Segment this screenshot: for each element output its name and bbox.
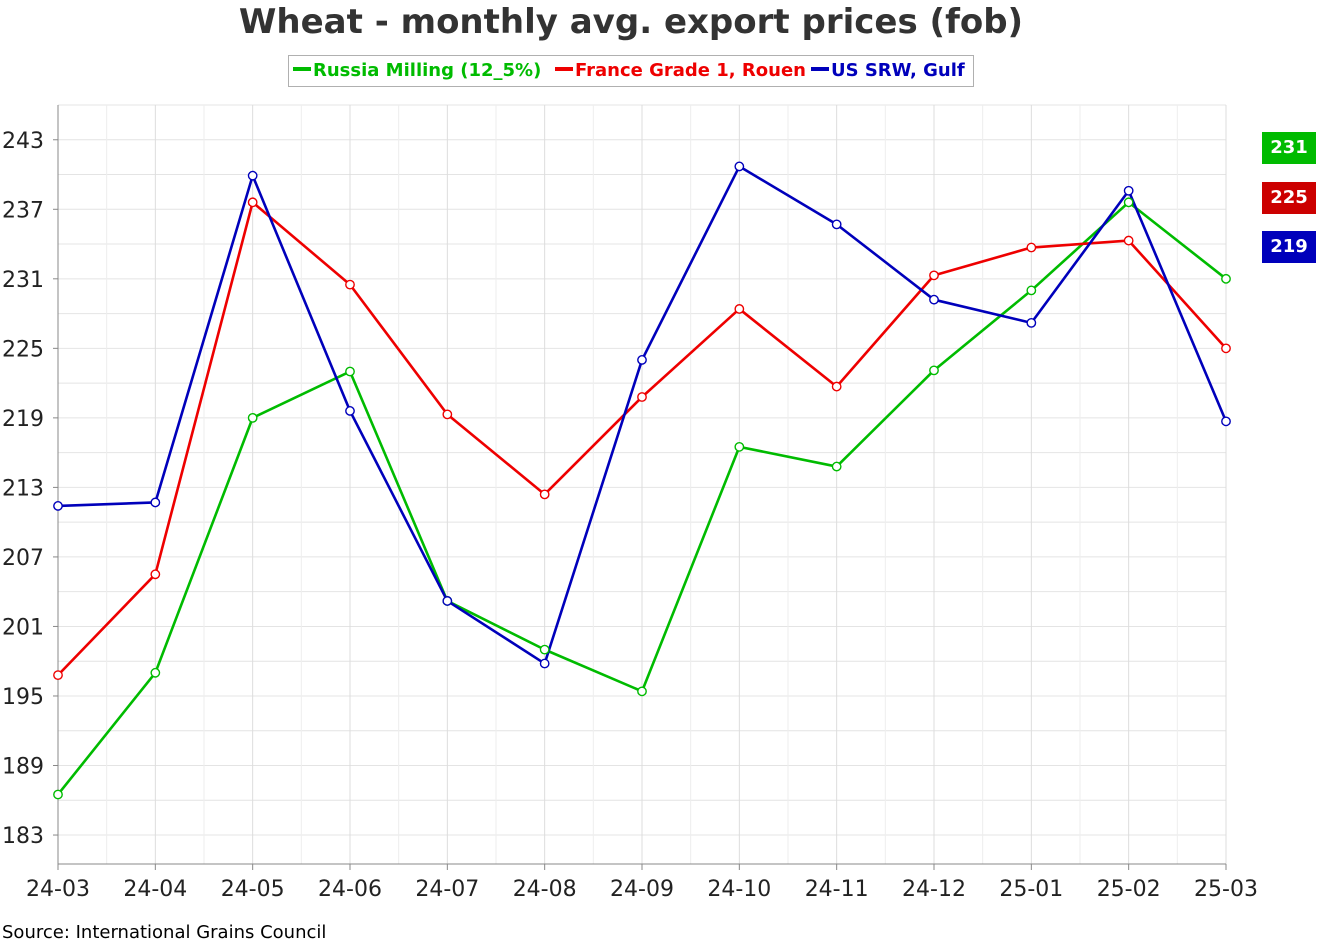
data-point-france bbox=[831, 381, 842, 392]
legend-label-russia: Russia Milling (12_5%) bbox=[313, 60, 542, 81]
data-point-france bbox=[1221, 343, 1231, 354]
data-point-france bbox=[345, 279, 355, 290]
data-point-russia bbox=[53, 789, 63, 800]
data-point-us bbox=[345, 406, 355, 416]
data-point-us bbox=[150, 497, 161, 508]
data-point-france bbox=[734, 304, 745, 314]
legend-label-france: France Grade 1, Rouen bbox=[575, 60, 806, 81]
data-point-france bbox=[442, 409, 453, 420]
x-tick-label: 24-09 bbox=[610, 877, 674, 902]
data-point-france bbox=[1026, 242, 1037, 253]
x-tick-label: 24-07 bbox=[415, 877, 479, 902]
data-point-russia bbox=[1123, 197, 1134, 208]
y-tick-label: 195 bbox=[2, 685, 44, 710]
source-note: Source: International Grains Council bbox=[2, 922, 327, 943]
y-tick-label: 183 bbox=[2, 824, 44, 849]
legend: Russia Milling (12_5%) France Grade 1, R… bbox=[288, 55, 974, 87]
legend-swatch-france bbox=[555, 67, 573, 71]
chart-title: Wheat - monthly avg. export prices (fob) bbox=[238, 2, 1024, 42]
data-point-russia bbox=[247, 412, 258, 423]
data-point-france bbox=[53, 670, 63, 681]
x-tick-label: 24-06 bbox=[318, 877, 382, 902]
data-point-us bbox=[1123, 185, 1134, 196]
legend-item-france[interactable]: France Grade 1, Rouen bbox=[555, 60, 806, 81]
legend-swatch-us bbox=[811, 67, 829, 71]
data-point-us bbox=[247, 170, 258, 181]
y-tick-label: 213 bbox=[2, 476, 44, 501]
last-value-badge-france: 225 bbox=[1262, 182, 1316, 214]
legend-item-russia[interactable]: Russia Milling (12_5%) bbox=[293, 60, 541, 81]
y-tick-label: 219 bbox=[2, 407, 44, 432]
data-point-france bbox=[247, 197, 258, 208]
data-point-us bbox=[442, 596, 453, 606]
x-tick-label: 24-10 bbox=[707, 877, 771, 902]
data-point-us bbox=[734, 161, 745, 172]
y-tick-label: 207 bbox=[2, 546, 44, 571]
y-tick-label: 231 bbox=[2, 268, 44, 293]
data-point-us bbox=[831, 219, 842, 230]
data-point-russia bbox=[734, 441, 745, 452]
y-tick-label: 225 bbox=[2, 337, 44, 362]
x-tick-label: 24-11 bbox=[805, 877, 869, 902]
data-point-russia bbox=[929, 365, 939, 376]
last-value-badge-russia: 231 bbox=[1262, 132, 1316, 164]
legend-swatch-russia bbox=[293, 67, 311, 71]
x-tick-label: 25-01 bbox=[999, 877, 1063, 902]
data-point-russia bbox=[1221, 273, 1231, 284]
data-point-russia bbox=[150, 667, 161, 678]
y-tick-label: 201 bbox=[2, 615, 44, 640]
x-tick-label: 24-05 bbox=[221, 877, 285, 902]
last-value-badge-us: 219 bbox=[1262, 231, 1316, 263]
data-point-russia bbox=[831, 461, 842, 472]
data-point-france bbox=[637, 392, 647, 402]
x-tick-label: 24-04 bbox=[123, 877, 187, 902]
x-tick-label: 24-08 bbox=[513, 877, 577, 902]
data-point-us bbox=[53, 501, 63, 511]
data-point-france bbox=[150, 569, 161, 580]
data-point-russia bbox=[345, 366, 355, 377]
data-point-france bbox=[1123, 235, 1134, 246]
data-point-france bbox=[929, 270, 939, 281]
data-point-russia bbox=[637, 686, 647, 697]
data-point-russia bbox=[539, 644, 550, 655]
data-point-france bbox=[539, 489, 550, 500]
x-tick-label: 25-03 bbox=[1194, 877, 1258, 902]
data-point-russia bbox=[1026, 285, 1037, 296]
data-point-us bbox=[1026, 317, 1037, 328]
x-tick-label: 24-12 bbox=[902, 877, 966, 902]
x-tick-label: 25-02 bbox=[1097, 877, 1161, 902]
data-point-us bbox=[1221, 416, 1231, 427]
data-point-us bbox=[637, 355, 647, 365]
legend-label-us: US SRW, Gulf bbox=[831, 60, 965, 81]
y-tick-label: 243 bbox=[2, 129, 44, 154]
x-tick-label: 24-03 bbox=[26, 877, 90, 902]
legend-item-us[interactable]: US SRW, Gulf bbox=[811, 60, 965, 81]
data-point-us bbox=[929, 294, 939, 305]
y-tick-label: 189 bbox=[2, 755, 44, 780]
data-point-us bbox=[539, 658, 550, 669]
y-tick-label: 237 bbox=[2, 198, 44, 223]
